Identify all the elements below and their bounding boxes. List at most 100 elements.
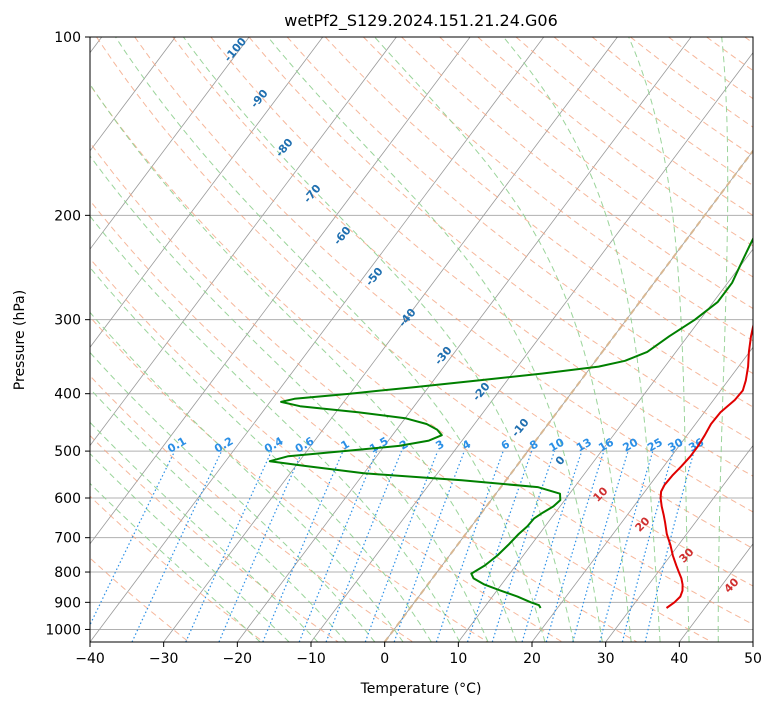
moist-adiabat-label: 40 <box>722 575 742 595</box>
mixing-ratio-line <box>545 450 605 642</box>
moist-adiabat-line <box>182 37 575 642</box>
dry-adiabat-line <box>477 37 753 247</box>
y-tick-label: 1000 <box>45 622 81 638</box>
moist-adiabat-line <box>90 421 319 642</box>
mixing-ratio-line <box>599 450 654 642</box>
moist-adiabat-line <box>90 388 347 642</box>
isotherm-line <box>384 150 753 642</box>
dry-adiabat-label: -100 <box>221 35 249 65</box>
mixing-ratio-line <box>644 450 695 642</box>
y-tick-label: 300 <box>54 313 81 329</box>
isotherm-line <box>458 248 753 642</box>
isotherm-line <box>605 444 753 642</box>
moist-adiabat-label: 10 <box>591 484 611 504</box>
moist-adiabat-line <box>115 37 546 642</box>
isotherm-line <box>90 37 471 545</box>
grid-lines <box>90 37 753 642</box>
dry-adiabat-line <box>401 37 753 310</box>
mixing-ratio-line <box>435 450 504 642</box>
mixing-ratio-line <box>521 450 583 642</box>
isotherm-line <box>90 37 397 447</box>
dry-adiabat-line <box>90 316 488 642</box>
moist-adiabat-line <box>90 311 404 642</box>
dry-adiabat-label: -50 <box>363 265 386 289</box>
dry-adiabat-line <box>90 257 563 642</box>
moist-adiabat-label: 20 <box>633 514 653 534</box>
dry-adiabat-line <box>134 37 753 550</box>
dry-adiabat-line <box>90 495 264 642</box>
x-tick-label: −30 <box>149 651 179 667</box>
mixing-ratio-label: 13 <box>574 436 594 455</box>
x-axis-title: Temperature (°C) <box>360 681 482 697</box>
mixing-ratio-line <box>364 450 439 642</box>
mixing-ratio-line <box>131 450 223 642</box>
dry-adiabat-line <box>706 37 753 72</box>
isotherm-line <box>90 37 250 250</box>
axes: −40 −30 −20 −10 0 10 20 30 40 5010020030040050060… <box>45 30 762 667</box>
x-tick-label: −20 <box>223 651 253 667</box>
mixing-ratio-line <box>90 450 176 627</box>
y-axis-title: Pressure (hPa) <box>12 290 28 390</box>
x-tick-label: 10 <box>449 651 467 667</box>
moist-adiabat-line <box>90 83 517 642</box>
mixing-ratio-label: 16 <box>596 435 616 454</box>
y-tick-label: 900 <box>54 595 81 611</box>
mixing-ratio-label: 0.1 <box>165 435 188 456</box>
dry-adiabat-line <box>363 37 753 342</box>
mixing-ratio-line <box>491 450 555 642</box>
dry-adiabats <box>90 37 753 642</box>
dry-adiabat-line <box>515 37 753 217</box>
moist-adiabat-line <box>267 37 603 642</box>
x-tick-label: 40 <box>670 651 688 667</box>
y-tick-label: 500 <box>54 444 81 460</box>
dry-adiabat-line <box>90 142 712 642</box>
chart-title: wetPf2_S129.2024.151.21.24.G06 <box>284 11 558 31</box>
x-tick-label: −10 <box>296 651 326 667</box>
y-tick-label: 200 <box>54 208 81 224</box>
line-labels: 0.1 0.2 0.4 0.6 1 1.5 2 3 4 6 8 10 13 16 20 25 30 36-100-… <box>165 35 742 596</box>
dry-adiabat-label: -90 <box>248 87 271 111</box>
mixing-ratio-label: 6 <box>499 437 512 452</box>
moist-adiabat-line <box>717 37 729 642</box>
moist-adiabat-line <box>90 452 290 642</box>
moist-adiabat-line <box>90 266 432 642</box>
dry-adiabat-line <box>90 557 190 642</box>
y-tick-label: 800 <box>54 565 81 581</box>
moist-adiabat-line <box>374 37 632 642</box>
mixing-ratio-label: 20 <box>620 435 640 454</box>
mixing-ratio-line <box>393 450 465 642</box>
dry-adiabat-label: -80 <box>273 136 296 160</box>
isotherm-line <box>90 37 545 642</box>
mixing-ratio-line <box>218 450 303 642</box>
mixing-ratio-line <box>621 450 674 642</box>
mixing-ratio-line <box>298 450 378 642</box>
profile-lines <box>268 236 753 609</box>
x-tick-label: 50 <box>744 651 762 667</box>
dry-adiabat-line <box>286 37 753 408</box>
mixing-ratio-line <box>572 450 629 642</box>
isotherm-line <box>752 641 753 642</box>
isotherm-line <box>90 37 324 348</box>
dry-adiabat-label: 0 <box>553 453 568 467</box>
x-tick-label: 30 <box>597 651 615 667</box>
mixing-ratio-label: 4 <box>460 437 473 452</box>
isotherm-line <box>237 37 692 642</box>
isotherm-line <box>163 37 618 642</box>
moist-adiabat-line <box>90 482 261 642</box>
temperature-line <box>659 322 753 609</box>
moist-adiabat-line <box>628 37 690 642</box>
dewpoint-line <box>268 236 753 609</box>
mixing-ratio-line <box>466 450 533 642</box>
mixing-ratio-line <box>185 450 273 642</box>
dry-adiabat-label: -40 <box>396 306 419 330</box>
moist-adiabat-line <box>503 37 661 642</box>
freezing-isotherm <box>383 149 753 642</box>
x-tick-label: 20 <box>523 651 541 667</box>
isotherm-line <box>531 346 753 642</box>
isotherm-line <box>90 37 176 152</box>
plot-frame <box>89 36 754 643</box>
mixing-ratio-label: 1.5 <box>367 435 390 456</box>
dry-adiabat-line <box>324 37 753 375</box>
mixing-ratio-line <box>262 450 344 642</box>
